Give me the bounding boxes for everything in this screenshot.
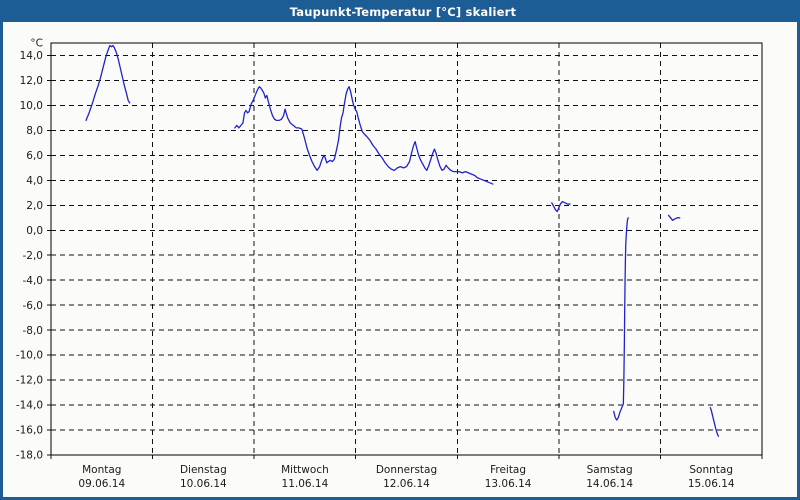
x-axis-date-label: 13.06.14 — [485, 478, 532, 490]
x-axis-date-label: 10.06.14 — [180, 478, 227, 490]
x-axis-date-label: 15.06.14 — [688, 478, 735, 490]
x-axis-day-label: Mittwoch — [281, 464, 329, 476]
y-axis-tick-label: -18,0 — [16, 450, 43, 462]
x-axis-day-label: Samstag — [587, 464, 633, 476]
temperature-line-chart: 14,0 12,0 10,0 8,0 6,0 4,0 2,0 0,0 -2,0 -4,0 -6,0 -… — [16, 38, 763, 490]
grid-lines: 14,0 12,0 10,0 8,0 6,0 4,0 2,0 0,0 -2,0 -4,0 -6,0 -… — [16, 50, 762, 462]
y-axis-tick-label: 8,0 — [26, 125, 43, 137]
data-line-segment-sonntag-klein — [667, 214, 681, 221]
y-axis-tick-label: 10,0 — [20, 100, 43, 112]
chart-surface: 14,0 12,0 10,0 8,0 6,0 4,0 2,0 0,0 -2,0 -4,0 -6,0 -… — [3, 22, 797, 497]
grid-lines-vertical — [50, 43, 763, 459]
data-line-segment-montag — [85, 44, 131, 122]
y-axis-tick-label: 4,0 — [26, 175, 43, 187]
y-axis-tick-label: -10,0 — [16, 350, 43, 362]
x-axis-labels: Montag 09.06.14 Dienstag 10.06.14 Mittwoch 11… — [78, 464, 735, 490]
y-axis-tick-label: -4,0 — [23, 275, 44, 287]
x-axis-day-label: Sonntag — [689, 464, 733, 476]
x-axis-day-label: Montag — [82, 464, 121, 476]
y-axis-tick-label: 14,0 — [20, 50, 43, 62]
data-line-segment-sonntag-tief — [709, 406, 719, 437]
x-axis-date-label: 09.06.14 — [78, 478, 125, 490]
data-line-segment-samstag-spike — [613, 217, 629, 421]
x-axis-date-label: 11.06.14 — [282, 478, 329, 490]
page-title: Taupunkt-Temperatur [°C] skaliert — [289, 5, 517, 19]
y-axis-tick-label: -12,0 — [16, 375, 43, 387]
x-axis-day-label: Donnerstag — [376, 464, 437, 476]
y-axis-tick-label: 2,0 — [26, 200, 43, 212]
y-axis-tick-label: 0,0 — [26, 225, 43, 237]
y-axis-tick-label: 12,0 — [20, 75, 43, 87]
y-axis-tick-label: -2,0 — [23, 250, 44, 262]
plot-frame — [50, 42, 763, 456]
x-axis-date-label: 14.06.14 — [586, 478, 633, 490]
x-axis-day-label: Freitag — [490, 464, 526, 476]
y-axis-tick-label: 6,0 — [26, 150, 43, 162]
y-axis-tick-label: -14,0 — [16, 400, 43, 412]
y-axis-tick-label: -16,0 — [16, 425, 43, 437]
y-axis-tick-label: -6,0 — [23, 300, 44, 312]
data-series-taupunkt — [85, 44, 719, 437]
window-title-bar: Taupunkt-Temperatur [°C] skaliert — [3, 3, 797, 22]
data-line-segment-dienstag-mittwoch-freitag — [234, 86, 494, 185]
y-axis-tick-label: -8,0 — [23, 325, 44, 337]
y-axis-unit-label: °C — [30, 38, 43, 50]
x-axis-date-label: 12.06.14 — [383, 478, 430, 490]
x-axis-day-label: Dienstag — [180, 464, 227, 476]
data-line-segment-freitag-abend — [551, 200, 571, 213]
